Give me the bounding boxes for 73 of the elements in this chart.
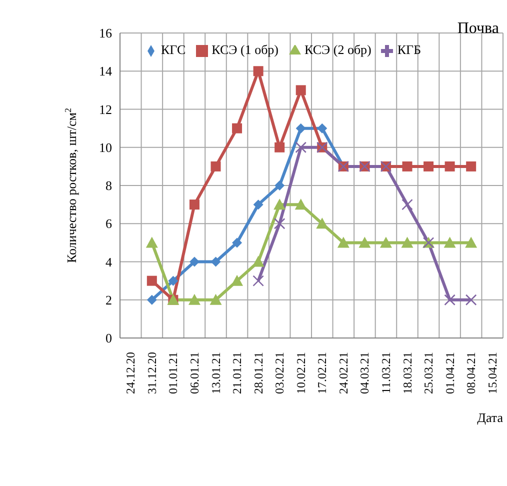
x-tick-label: 11.03.21 bbox=[378, 352, 393, 394]
point bbox=[146, 294, 157, 305]
x-tick-label: 01.01.21 bbox=[166, 352, 180, 394]
x-tick-label: 15.04.21 bbox=[485, 352, 500, 394]
x-tick-label: 24.02.21 bbox=[336, 352, 350, 394]
x-tick-label: 18.03.21 bbox=[400, 352, 414, 394]
point bbox=[358, 236, 371, 248]
point bbox=[337, 236, 350, 248]
x-tick-label: 08.04.21 bbox=[464, 352, 478, 394]
y-tick-label: 8 bbox=[106, 178, 112, 194]
x-tick-label: 10.02.21 bbox=[294, 352, 308, 394]
x-tick-label: 06.01.21 bbox=[187, 352, 202, 394]
point bbox=[210, 161, 221, 172]
x-tick-label: 25.03.21 bbox=[422, 352, 436, 394]
x-tick-label: 31.12.20 bbox=[144, 352, 159, 394]
point bbox=[274, 198, 286, 210]
point bbox=[274, 218, 286, 230]
point bbox=[466, 161, 476, 172]
point bbox=[317, 123, 328, 134]
x-tick-label: 17.02.21 bbox=[315, 352, 330, 394]
point bbox=[253, 66, 264, 76]
point bbox=[465, 294, 477, 306]
legend-label: КСЭ (1 обр) bbox=[212, 42, 279, 57]
x-tick-label: 24.12.20 bbox=[124, 352, 138, 394]
x-tick-label: 03.02.21 bbox=[272, 352, 287, 394]
legend-label: КГС bbox=[160, 42, 186, 57]
y-tick-label: 12 bbox=[99, 102, 112, 117]
point bbox=[295, 142, 307, 154]
point bbox=[210, 294, 222, 305]
point bbox=[189, 200, 200, 210]
point bbox=[424, 161, 434, 172]
x-axis-title: Дата bbox=[477, 410, 504, 425]
point bbox=[401, 236, 414, 248]
point bbox=[402, 161, 412, 172]
point bbox=[146, 236, 158, 248]
point bbox=[444, 294, 456, 306]
y-tick-label: 4 bbox=[106, 254, 112, 270]
x-tick-label: 21.01.21 bbox=[230, 352, 244, 394]
point bbox=[296, 85, 306, 96]
point bbox=[274, 180, 285, 190]
legend-label: КСЭ (2 обр) bbox=[304, 42, 372, 57]
x-tick-label: 04.03.21 bbox=[358, 352, 372, 394]
point bbox=[252, 256, 264, 267]
y-tick-label: 6 bbox=[106, 216, 112, 232]
point bbox=[232, 238, 242, 248]
point bbox=[168, 276, 178, 286]
point bbox=[231, 274, 244, 286]
chart-title: Почва bbox=[457, 20, 499, 38]
point bbox=[444, 161, 455, 172]
point bbox=[232, 123, 242, 134]
y-tick-label: 0 bbox=[106, 330, 112, 346]
point bbox=[253, 200, 264, 210]
y-tick-label: 16 bbox=[99, 26, 112, 41]
y-tick-label: 2 bbox=[106, 292, 112, 308]
x-tick-label: 13.01.21 bbox=[208, 352, 223, 394]
y-tick-label: 14 bbox=[99, 64, 112, 79]
point bbox=[274, 142, 285, 152]
x-tick-label: 28.01.21 bbox=[251, 352, 266, 394]
point bbox=[465, 236, 478, 248]
point bbox=[316, 218, 328, 229]
point bbox=[296, 123, 306, 134]
point bbox=[402, 198, 413, 210]
point bbox=[294, 198, 307, 210]
point bbox=[210, 256, 221, 267]
point bbox=[189, 256, 200, 267]
point bbox=[188, 294, 200, 305]
x-tick-label: 01.04.21 bbox=[442, 352, 457, 394]
point bbox=[444, 236, 456, 248]
point bbox=[252, 275, 264, 286]
legend-label: КГБ bbox=[397, 42, 422, 57]
point bbox=[380, 236, 392, 248]
y-tick-label: 10 bbox=[99, 140, 112, 155]
point bbox=[146, 276, 157, 286]
